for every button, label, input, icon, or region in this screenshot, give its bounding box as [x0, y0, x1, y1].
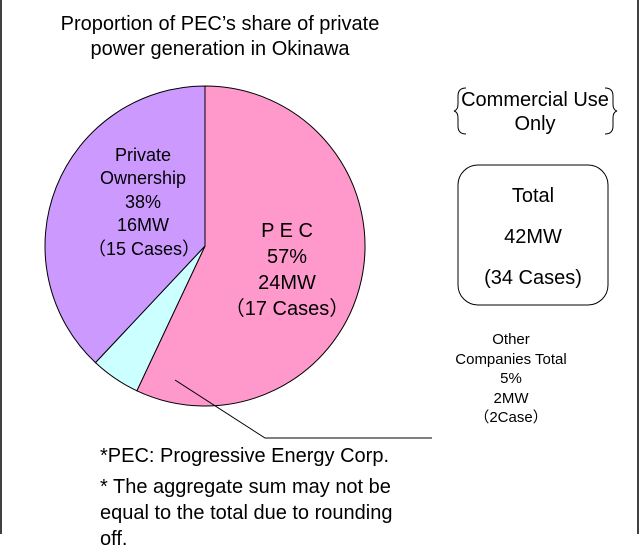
total-capacity: 42MW — [504, 226, 562, 248]
total-cases: (34 Cases) — [484, 267, 582, 289]
slice-percent: 57% — [266, 246, 308, 268]
total-box — [457, 164, 609, 306]
leader-line — [174, 379, 432, 439]
slice-cases: （17 Cases） — [224, 298, 350, 320]
chart-title: Proportion of PEC’s share of private pow… — [60, 13, 380, 60]
slice-percent: 5% — [500, 370, 522, 387]
pie-slice — [44, 85, 206, 364]
pie — [44, 85, 366, 407]
slice-capacity: 2MW — [493, 389, 529, 407]
slice-label: Private Ownership 38% 16MW （15 Cases） — [88, 144, 201, 261]
total-label: Total — [511, 185, 555, 207]
slice-name: Private Ownership — [99, 145, 187, 189]
note: * The aggregate sum may not be equal to … — [100, 476, 393, 550]
slice-label: P E C 57% 24MW （17 Cases） — [222, 218, 352, 322]
bracket-right — [604, 87, 618, 135]
slice-cases: （2Case） — [474, 409, 548, 426]
slice-cases: （15 Cases） — [88, 238, 201, 259]
pie-slice — [136, 85, 366, 407]
bracket-left — [453, 87, 467, 135]
slice-name: Other Companies Total — [455, 331, 567, 368]
chart — [0, 0, 639, 534]
slice-capacity: 16MW — [116, 215, 169, 236]
slice-label: Other Companies Total 5% 2MW （2Case） — [446, 330, 576, 428]
note: *PEC: Progressive Energy Corp. — [100, 445, 390, 467]
slice-capacity: 24MW — [258, 272, 316, 294]
slice-name: P E C — [261, 220, 313, 242]
slice-percent: 38% — [124, 191, 162, 212]
scope-label: Commercial Use Only — [461, 89, 609, 135]
